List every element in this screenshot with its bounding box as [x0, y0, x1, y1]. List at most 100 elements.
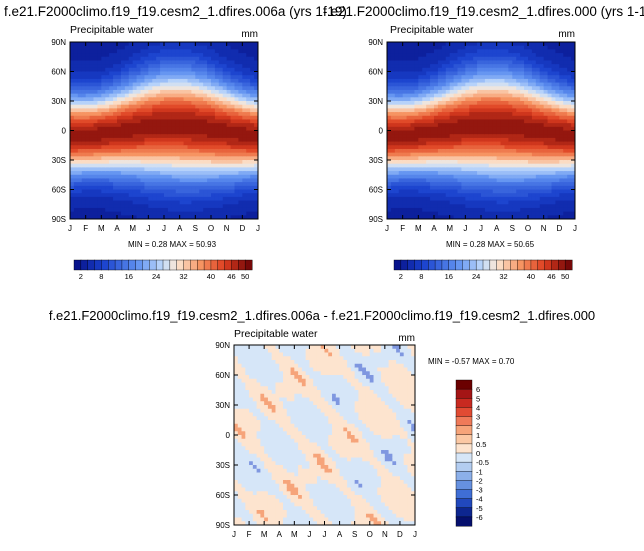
field-cell: [516, 56, 521, 62]
field-cell: [437, 137, 443, 143]
field-cell: [422, 126, 427, 132]
field-cell: [520, 49, 525, 54]
field-cell: [394, 145, 400, 150]
field-cell: [410, 171, 416, 176]
field-cell: [410, 185, 416, 191]
field-cell: [520, 67, 525, 73]
field-cell: [535, 123, 541, 128]
field-cell: [179, 45, 185, 50]
field-cell: [101, 167, 106, 172]
field-cell: [101, 174, 106, 180]
field-cell: [418, 141, 423, 146]
field-cell: [520, 71, 525, 76]
field-cell: [254, 115, 258, 121]
field-cell: [453, 130, 459, 135]
field-cell: [387, 182, 392, 187]
field-cell: [175, 137, 181, 143]
field-cell: [500, 108, 506, 113]
field-cell: [426, 185, 431, 191]
field-cell: [214, 178, 220, 183]
field-cell: [535, 134, 541, 139]
field-cell: [387, 97, 392, 102]
field-cell: [551, 160, 557, 165]
field-cell: [250, 171, 255, 176]
field-cell: [453, 112, 459, 117]
field-cell: [398, 115, 404, 121]
field-cell: [445, 67, 451, 73]
field-cell: [398, 78, 404, 84]
field-cell: [222, 200, 228, 205]
field-cell: [547, 204, 553, 209]
field-cell: [531, 71, 537, 76]
field-cell: [390, 204, 396, 209]
field-cell: [520, 196, 525, 202]
field-cell: [214, 163, 220, 168]
field-cell: [508, 167, 513, 172]
field-cell: [390, 78, 396, 84]
field-cell: [183, 119, 189, 124]
field-cell: [128, 130, 134, 135]
field-cell: [430, 64, 435, 69]
field-cell: [234, 145, 240, 150]
field-cell: [551, 152, 557, 157]
field-cell: [117, 182, 122, 187]
field-cell: [473, 182, 478, 187]
field-cell: [120, 174, 126, 180]
field-cell: [402, 112, 408, 117]
field-cell: [171, 148, 177, 154]
field-cell: [481, 167, 486, 172]
field-cell: [109, 53, 114, 58]
field-cell: [140, 145, 146, 150]
field-cell: [453, 53, 459, 58]
field-cell: [120, 86, 126, 91]
field-cell: [477, 189, 482, 194]
field-cell: [430, 78, 435, 84]
field-cell: [187, 119, 193, 124]
field-cell: [461, 115, 466, 121]
y-tick-label: 90N: [51, 38, 66, 47]
field-cell: [148, 49, 153, 54]
field-cell: [457, 97, 463, 102]
field-cell: [571, 215, 575, 219]
field-cell: [156, 112, 161, 117]
field-cell: [105, 130, 110, 135]
field-cell: [465, 189, 470, 194]
field-cell: [179, 97, 185, 102]
field-cell: [222, 163, 228, 168]
field-cell: [477, 207, 482, 213]
field-cell: [516, 167, 521, 172]
field-cell: [445, 196, 451, 202]
field-cell: [473, 45, 478, 50]
field-cell: [477, 78, 482, 84]
field-cell: [567, 163, 572, 168]
field-cell: [101, 108, 106, 113]
colorbar-swatch: [489, 259, 498, 271]
field-cell: [473, 126, 478, 132]
field-cell: [422, 141, 427, 146]
field-cell: [551, 156, 557, 161]
field-cell: [477, 53, 482, 58]
x-tick-label: F: [400, 224, 405, 233]
field-cell: [128, 200, 134, 205]
field-cell: [254, 167, 258, 172]
field-cell: [140, 64, 146, 69]
field-cell: [124, 67, 130, 73]
field-cell: [398, 71, 404, 76]
field-cell: [500, 134, 506, 139]
field-cell: [242, 193, 247, 198]
field-cell: [473, 171, 478, 176]
field-cell: [89, 126, 95, 132]
field-cell: [481, 141, 486, 146]
field-cell: [234, 178, 240, 183]
field-cell: [117, 167, 122, 172]
field-cell: [418, 86, 423, 91]
field-cell: [488, 126, 494, 132]
field-cell: [226, 86, 232, 91]
field-cell: [77, 152, 83, 157]
field-cell: [234, 148, 240, 154]
field-cell: [387, 93, 392, 98]
field-cell: [422, 123, 427, 128]
field-cell: [559, 53, 564, 58]
field-cell: [449, 141, 455, 146]
field-cell: [461, 89, 466, 95]
